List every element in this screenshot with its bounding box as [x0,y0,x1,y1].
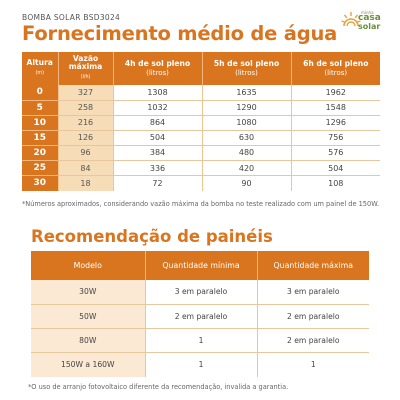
vazao-cell: 258 [58,100,114,116]
liters-6h-cell: 1296 [291,115,380,131]
min-qty-cell: 3 em paralelo [145,280,258,305]
modelo-cell: 150W a 160W [31,352,146,377]
liters-6h-cell: 756 [291,130,380,146]
min-qty-cell: 2 em paralelo [145,304,258,329]
vazao-cell: 84 [58,160,114,177]
liters-4h-cell: 1032 [113,100,203,116]
page-title: Fornecimento médio de água [22,22,338,45]
liters-4h-cell: 72 [113,175,203,191]
liters-6h-cell: 108 [328,178,344,188]
column-header-4h: 4h de sol pleno (litros) [113,52,203,85]
min-qty-cell: 1 [145,352,258,377]
liters-6h-cell: 1962 [291,85,380,101]
liters-4h-cell: 1308 [113,85,203,101]
altura-cell: 25 [22,160,59,177]
altura-cell: 10 [22,115,59,131]
table-row: 5 258 1032 1290 1548 [22,100,380,116]
altura-cell: 15 [22,130,59,146]
liters-6h-cell: 504 [291,160,380,177]
liters-5h-cell: 90 [202,175,292,191]
panel-recommendation-table: Modelo Quantidade mínima Quantidade máxi… [31,251,369,377]
section-title-panels: Recomendação de painéis [31,227,273,246]
table-row: 80W 1 2 em paralelo [31,328,369,354]
liters-4h-cell: 384 [113,145,203,161]
logo-small-text: minha [361,10,374,15]
max-qty-cell: 3 em paralelo [257,280,369,305]
column-header-altura: Altura (m) [22,52,59,85]
sun-icon [341,12,361,27]
vazao-cell: 126 [58,130,114,146]
liters-5h-cell: 630 [202,130,292,146]
altura-cell: 5 [22,100,59,116]
table-row: 30W 3 em paralelo 3 em paralelo [31,280,369,305]
table-row: 15 126 504 630 756 [22,130,380,146]
vazao-cell: 327 [58,85,114,101]
column-header-maxima: Quantidade máxima [257,251,369,280]
column-header-5h: 5h de sol pleno (litros) [202,52,292,85]
table-row: 30 18 72 90 108 [22,175,380,191]
min-qty-cell: 1 [145,328,258,354]
max-qty-cell: 2 em paralelo [257,328,369,354]
altura-cell: 30 [22,175,59,191]
vazao-cell: 216 [58,115,114,131]
table-row: 20 96 384 480 576 [22,145,380,161]
product-code: BOMBA SOLAR BSD3024 [22,13,121,22]
table-header-row: Altura (m) Vazão máxima (l/h) 4h de sol pl… [22,52,380,85]
logo-casa-text: casa [358,13,381,23]
column-header-vazao: Vazão máxima (l/h) [58,52,114,85]
modelo-cell: 50W [31,304,146,329]
liters-5h-cell: 1080 [202,115,292,131]
liters-5h-cell: 1290 [202,100,292,116]
table-row: 0 327 1308 1635 1962 [22,85,380,101]
footnote-warranty: *O uso de arranjo fotovoltaico diferente… [28,383,289,391]
footnote-approximate: *Números aproximados, considerando vazão… [22,200,380,208]
table-header-row: Modelo Quantidade mínima Quantidade máxi… [31,251,369,280]
liters-4h-cell: 336 [113,160,203,177]
table-row: 50W 2 em paralelo 2 em paralelo [31,304,369,329]
max-qty-cell: 2 em paralelo [257,304,369,329]
max-qty-cell: 1 [310,360,316,370]
table-row: 150W a 160W 1 1 [31,352,369,377]
column-header-modelo: Modelo [31,251,146,280]
liters-6h-cell: 1548 [291,100,380,116]
altura-cell: 0 [22,85,59,101]
modelo-cell: 80W [31,328,146,354]
liters-5h-cell: 420 [202,160,292,177]
liters-5h-cell: 1635 [202,85,292,101]
table-row: 25 84 336 420 504 [22,160,380,177]
modelo-cell: 30W [31,280,146,305]
column-header-6h: 6h de sol pleno (litros) [291,52,380,85]
liters-5h-cell: 480 [202,145,292,161]
table-row: 10 216 864 1080 1296 [22,115,380,131]
logo-solar-text: solar [358,22,381,31]
liters-6h-cell: 576 [291,145,380,161]
vazao-cell: 18 [58,175,114,191]
vazao-cell: 96 [58,145,114,161]
water-supply-table: Altura (m) Vazão máxima (l/h) 4h de sol pl… [22,52,380,191]
brand-logo: minha casa solar [341,9,391,33]
altura-cell: 20 [22,145,59,161]
liters-4h-cell: 504 [113,130,203,146]
liters-4h-cell: 864 [113,115,203,131]
column-header-minima: Quantidade mínima [145,251,258,280]
